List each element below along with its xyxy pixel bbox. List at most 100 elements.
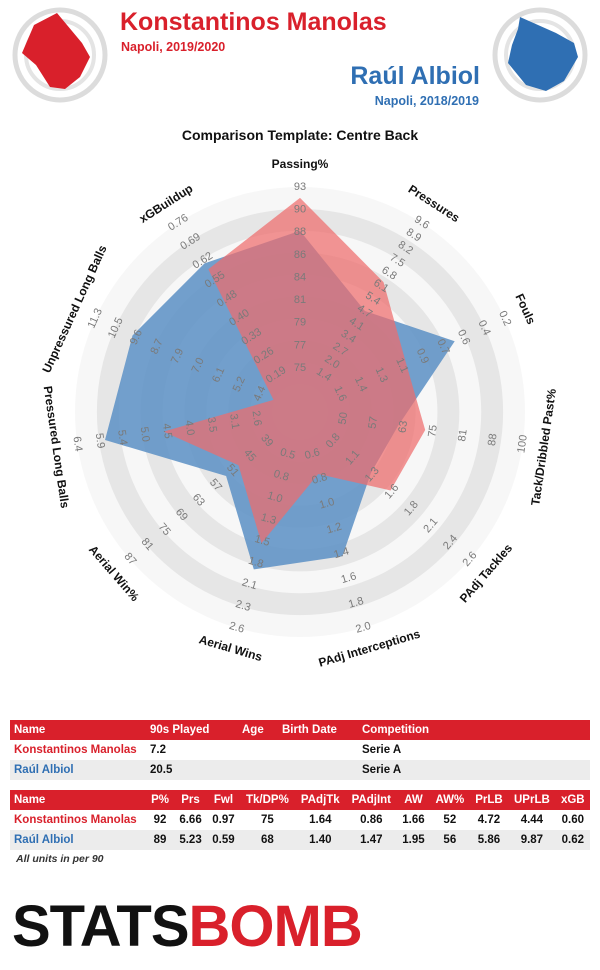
stats-header: Tk/DP% [239, 790, 295, 810]
tick-label: 0.7 [434, 337, 451, 356]
statsbomb-logo: STATSBOMB [12, 893, 363, 960]
tick-label: 1.4 [352, 375, 369, 394]
tick-label: 90 [294, 204, 306, 216]
tick-label: 75 [294, 362, 306, 374]
info-header-age: Age [238, 720, 278, 740]
tick-label: 86 [294, 249, 306, 261]
tick-label: 1.0 [266, 490, 284, 506]
logo-text-left: STATS [12, 894, 190, 959]
tick-label: 50 [337, 411, 351, 425]
stats-cell: 56 [429, 830, 470, 850]
stats-cell: 75 [239, 810, 295, 830]
tick-label: 1.3 [373, 365, 390, 384]
tick-label: 79 [294, 317, 306, 329]
stats-header: P% [146, 790, 175, 810]
tick-label: 7.0 [190, 356, 207, 375]
tick-label: 0.5 [279, 446, 297, 462]
stats-cell: 0.86 [345, 810, 397, 830]
tick-label: 5.0 [138, 426, 152, 443]
stats-cell: 6.66 [174, 810, 207, 830]
info-cell [238, 740, 278, 760]
tick-label: 63 [396, 420, 410, 434]
stats-cell: 89 [146, 830, 175, 850]
tick-label: 6.4 [70, 436, 84, 453]
tick-label: 0.2 [496, 309, 513, 328]
info-header-competition: Competition [358, 720, 590, 740]
axis-label: Tack/Dribbled Past% [528, 387, 559, 506]
template-title: Comparison Template: Centre Back [181, 127, 419, 143]
tick-label: 0.9 [414, 347, 431, 366]
units-note: All units in per 90 [16, 853, 104, 865]
stats-cell: 0.60 [555, 810, 590, 830]
tick-label: 1.5 [253, 533, 271, 549]
stats-header: AW [397, 790, 430, 810]
stats-cell: 0.59 [206, 830, 240, 850]
info-header-name: Name [10, 720, 146, 740]
tick-label: 1.0 [318, 496, 336, 512]
tick-label: 4.5 [160, 423, 174, 440]
tick-label: 1.6 [331, 384, 348, 403]
tick-label: 88 [294, 226, 306, 238]
tick-label: 9.6 [128, 328, 145, 347]
info-cell [278, 740, 358, 760]
tick-label: 100 [515, 434, 529, 454]
player1-subtitle: Napoli, 2019/2020 [121, 40, 226, 54]
axis-label: Aerial Wins [197, 632, 264, 664]
stats-cell: 52 [429, 810, 470, 830]
stats-cell: 5.23 [174, 830, 207, 850]
stats-header: Prs [174, 790, 207, 810]
tick-label: 6.1 [210, 365, 227, 384]
tick-label: 93 [294, 181, 306, 193]
stats-header: PAdjInt [345, 790, 397, 810]
tick-label: 75 [426, 424, 440, 438]
tick-label: 57 [366, 416, 380, 430]
player1-name: Konstantinos Manolas [120, 8, 387, 36]
stats-cell: Konstantinos Manolas [10, 810, 146, 830]
tick-label: 0.8 [311, 471, 329, 487]
stats-cell: 5.86 [469, 830, 509, 850]
logo-text-right: BOMB [188, 894, 363, 959]
tick-label: 3.5 [205, 416, 219, 433]
player1-mini-radar-icon [12, 7, 108, 103]
axis-label: Passing% [272, 157, 329, 171]
stats-cell: 4.72 [469, 810, 509, 830]
tick-label: 1.8 [247, 555, 265, 571]
tick-label: 7.9 [169, 347, 186, 366]
stats-header-name: Name [10, 790, 146, 810]
stats-cell: 1.64 [294, 810, 346, 830]
stats-cell: 68 [239, 830, 295, 850]
info-cell: 7.2 [146, 740, 238, 760]
axis-label: Pressured Long Balls [41, 385, 72, 509]
stats-cell: 1.47 [345, 830, 397, 850]
tick-label: 1.3 [259, 511, 277, 527]
info-cell [278, 760, 358, 780]
stats-cell: 0.62 [555, 830, 590, 850]
info-cell: Serie A [358, 740, 590, 760]
stats-cell: 1.66 [397, 810, 430, 830]
tick-label: 1.6 [340, 570, 358, 586]
tick-label: 4.4 [251, 384, 268, 403]
tick-label: 4.0 [182, 419, 196, 436]
tick-label: 1.2 [325, 521, 343, 537]
tick-label: 88 [486, 433, 500, 447]
radar-chart: 757779818486889093Passing%1.42.02.73.44.… [39, 157, 559, 670]
tick-label: 1.1 [393, 356, 410, 375]
table-row: Raúl Albiol 20.5 Serie A [10, 760, 590, 780]
tick-label: 0.4 [476, 318, 493, 337]
stats-header: xGB [555, 790, 590, 810]
tick-label: 81 [294, 294, 306, 306]
table-row: Konstantinos Manolas 7.2 Serie A [10, 740, 590, 760]
stats-header: PrLB [469, 790, 509, 810]
stats-header: UPrLB [508, 790, 556, 810]
tick-label: 5.2 [231, 375, 248, 394]
tick-label: 8.7 [148, 337, 165, 356]
info-cell [238, 760, 278, 780]
info-cell: Konstantinos Manolas [10, 740, 146, 760]
table-row: Konstantinos Manolas 92 6.66 0.97 75 1.6… [10, 810, 590, 830]
tick-label: 81 [456, 428, 470, 442]
tick-label: 84 [294, 271, 306, 283]
stats-cell: Raúl Albiol [10, 830, 146, 850]
info-header-90s: 90s Played [146, 720, 238, 740]
player2-name: Raúl Albiol [350, 62, 480, 90]
stats-header: Fwl [206, 790, 240, 810]
